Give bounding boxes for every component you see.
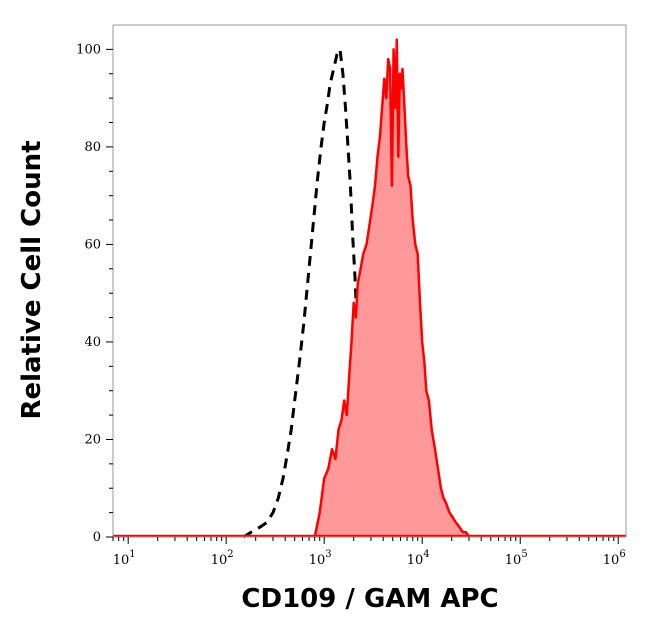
plot-frame (112, 24, 627, 538)
y-tick-label: 60 (84, 237, 101, 252)
x-tick-label: 102 (211, 549, 234, 568)
x-tick-label: 101 (113, 549, 136, 568)
y-tick-label: 80 (84, 140, 101, 155)
y-tick-label: 40 (84, 335, 101, 350)
y-tick-label: 100 (76, 42, 101, 57)
y-tick-label: 0 (93, 530, 101, 545)
x-axis-title: CD109 / GAM APC (241, 584, 498, 614)
series-1-line (313, 38, 471, 538)
x-tick-label: 103 (309, 549, 332, 568)
plot-area (113, 38, 626, 539)
x-tick-label: 104 (407, 549, 430, 568)
x-tick-label: 106 (603, 549, 626, 568)
y-axis-title: Relative Cell Count (17, 140, 47, 419)
series-1-area (314, 39, 469, 537)
axes: 101 102 103 104 105 106 0 20 40 60 80 100 (76, 24, 627, 568)
x-tick-label: 105 (505, 549, 528, 568)
y-tick-label: 20 (84, 432, 101, 447)
